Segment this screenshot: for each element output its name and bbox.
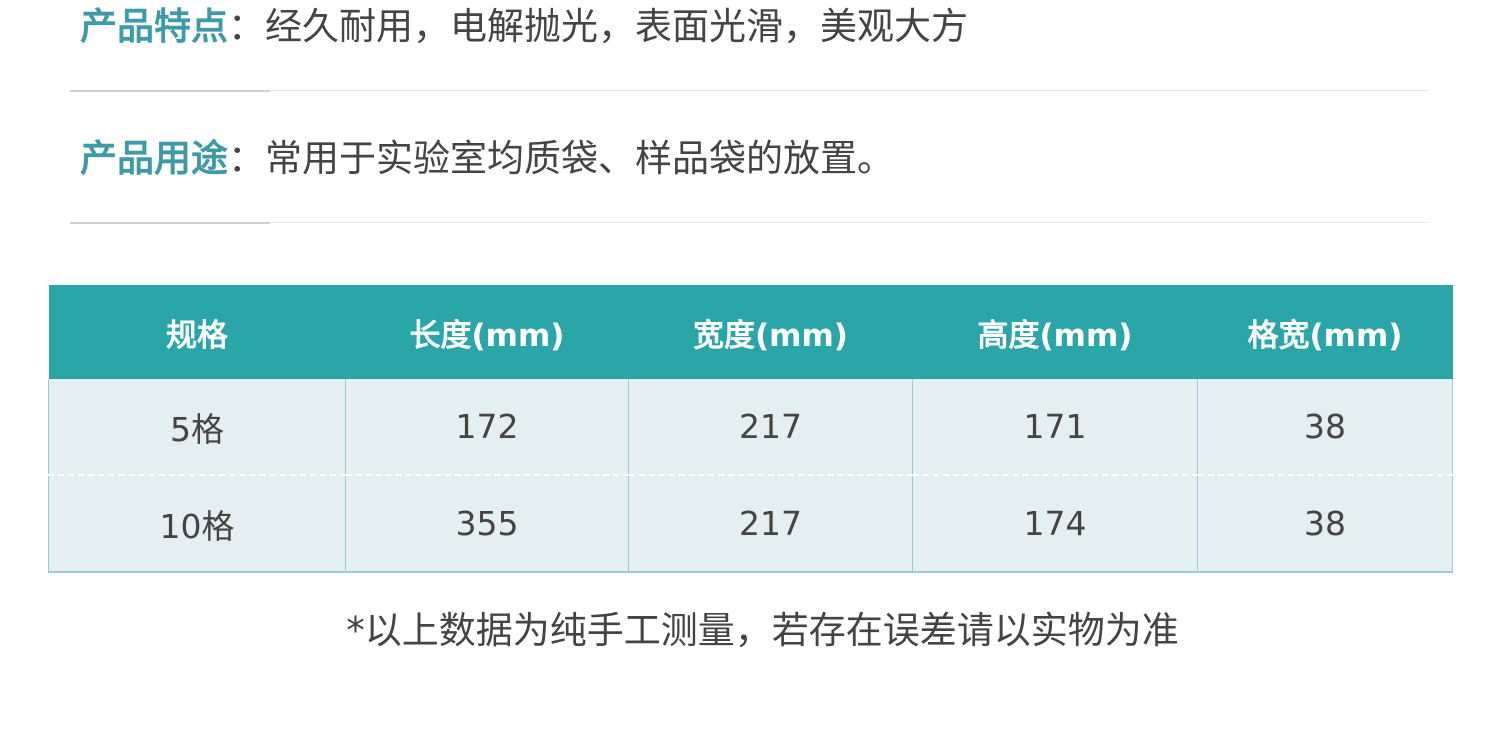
- usage-line: 产品用途：常用于实验室均质袋、样品袋的放置。: [80, 134, 894, 184]
- cell: 10格: [48, 475, 346, 573]
- cell: 174: [912, 475, 1198, 573]
- usage-separator: ：: [228, 137, 265, 180]
- header-spec: 规格: [48, 285, 346, 379]
- cell: 217: [628, 379, 913, 476]
- table-header-row: 规格 长度(mm) 宽度(mm) 高度(mm) 格宽(mm): [48, 285, 1453, 379]
- cell: 217: [628, 475, 913, 573]
- feature-text: 经久耐用，电解抛光，表面光滑，美观大方: [265, 5, 968, 48]
- divider: [70, 222, 1428, 224]
- table-row: 5格 172 217 171 38: [48, 379, 1453, 476]
- header-height: 高度(mm): [912, 285, 1198, 379]
- table-row: 10格 355 217 174 38: [48, 475, 1453, 573]
- header-slot-width: 格宽(mm): [1197, 285, 1453, 379]
- cell: 5格: [48, 379, 346, 476]
- feature-line: 产品特点：经久耐用，电解抛光，表面光滑，美观大方: [80, 2, 968, 52]
- spec-table: 规格 长度(mm) 宽度(mm) 高度(mm) 格宽(mm) 5格 172 21…: [48, 285, 1453, 573]
- divider: [70, 90, 1428, 92]
- measurement-note: *以上数据为纯手工测量，若存在误差请以实物为准: [346, 609, 1179, 652]
- cell: 171: [912, 379, 1198, 476]
- usage-text: 常用于实验室均质袋、样品袋的放置。: [265, 137, 894, 180]
- cell: 172: [345, 379, 629, 476]
- usage-label: 产品用途: [80, 137, 228, 180]
- feature-separator: ：: [228, 5, 265, 48]
- cell: 38: [1197, 379, 1453, 476]
- feature-label: 产品特点: [80, 5, 228, 48]
- cell: 38: [1197, 475, 1453, 573]
- cell: 355: [345, 475, 629, 573]
- header-width: 宽度(mm): [628, 285, 913, 379]
- header-length: 长度(mm): [345, 285, 629, 379]
